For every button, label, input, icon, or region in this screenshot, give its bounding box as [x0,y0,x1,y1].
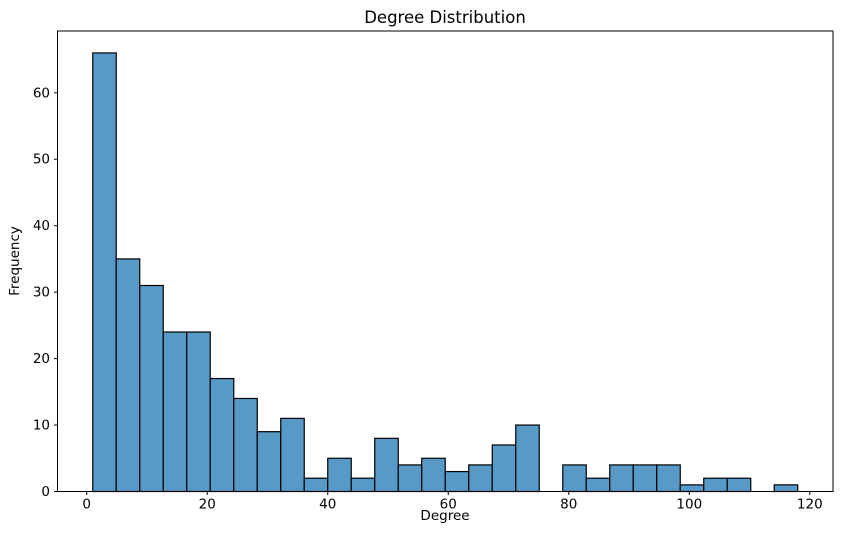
y-tick-label: 20 [33,351,50,367]
x-axis-label: Degree [420,508,470,524]
histogram-bar [350,477,376,493]
x-tick-label: 100 [676,497,702,513]
x-tick-label: 20 [199,497,216,513]
histogram-bar [421,457,446,493]
histogram-bar [444,470,470,493]
histogram-bar [468,464,493,493]
histogram-bar [115,258,141,493]
y-tick-label: 30 [33,285,50,301]
histogram-bar [703,477,728,493]
histogram-bar [609,464,634,493]
chart-title: Degree Distribution [364,8,526,27]
histogram-bar [233,397,258,493]
y-tick-label: 40 [33,218,50,234]
histogram-bar [374,437,399,493]
histogram-bar [209,377,235,493]
y-axis-label: Frequency [7,226,23,296]
y-tick-label: 10 [33,418,50,434]
y-tick-label: 60 [33,85,50,101]
histogram-bar [397,464,423,493]
x-tick-label: 0 [82,497,91,513]
histogram-bar [491,444,517,493]
x-tick-label: 60 [440,497,457,513]
histogram-bar [679,484,705,493]
x-tick-label: 120 [797,497,823,513]
histogram-bar [726,477,752,493]
histogram-bar [632,464,658,493]
histogram-bar [585,477,611,493]
histogram-bar [280,417,305,493]
histogram-bar [656,464,681,493]
y-tick-label: 0 [41,484,50,500]
histogram-bar [303,477,329,493]
histogram-bar [562,464,587,493]
histogram-bar [92,52,117,493]
plot-border [57,30,834,492]
histogram-bar [162,331,188,493]
y-tick-label: 50 [33,152,50,168]
histogram-bar [515,424,540,493]
histogram-bar [773,484,799,493]
histogram-bar [139,284,164,493]
histogram-bar [186,331,211,493]
x-tick-label: 80 [560,497,577,513]
x-tick-label: 40 [319,497,336,513]
histogram-bar [327,457,352,493]
histogram-bar [256,431,282,493]
